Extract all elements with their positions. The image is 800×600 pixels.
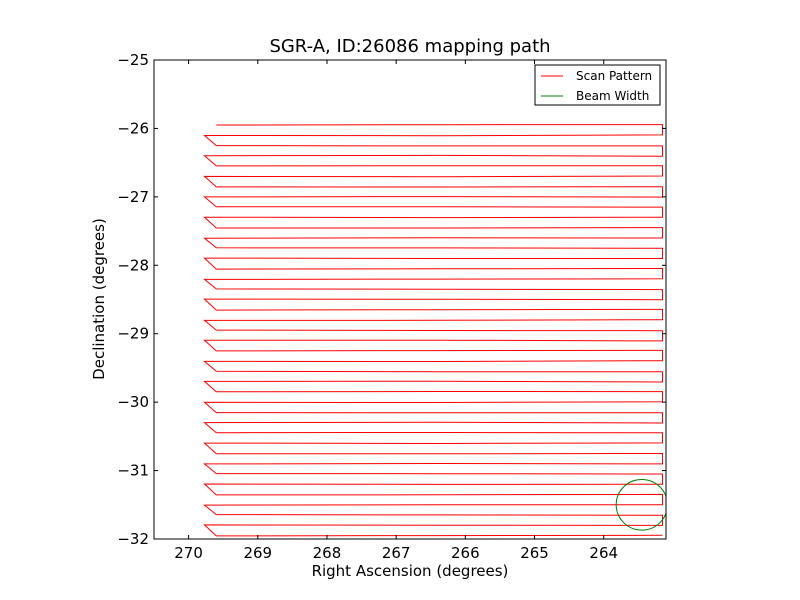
y-tick-label: −25 <box>117 51 149 69</box>
axes-frame <box>153 59 667 540</box>
plot-area <box>203 124 666 537</box>
y-tick-label: −30 <box>117 393 149 411</box>
y-tick-label: −31 <box>117 462 149 480</box>
x-tick-label: 265 <box>520 544 549 562</box>
x-tick-label: 266 <box>451 544 480 562</box>
legend: Scan Pattern Beam Width <box>534 64 661 106</box>
x-tick-label: 264 <box>589 544 618 562</box>
y-tick-label: −32 <box>117 530 149 548</box>
y-tick-label: −27 <box>117 188 149 206</box>
x-axis-label: Right Ascension (degrees) <box>312 562 509 580</box>
legend-label-beam-width: Beam Width <box>576 89 649 103</box>
x-tick-label: 269 <box>243 544 272 562</box>
chart-title: SGR-A, ID:26086 mapping path <box>269 36 550 57</box>
y-tick-label: −29 <box>117 325 149 343</box>
y-tick-label: −26 <box>117 119 149 137</box>
x-tick-label: 267 <box>382 544 411 562</box>
y-tick-label: −28 <box>117 256 149 274</box>
y-axis-label: Declination (degrees) <box>90 218 108 380</box>
beam-width-circle <box>615 478 666 531</box>
axis-ticks: 270 269 268 267 266 265 264 −25 −26 −27 −28 −29 −30 −… <box>117 51 666 562</box>
legend-box <box>534 64 661 106</box>
legend-label-scan-pattern: Scan Pattern <box>576 69 652 83</box>
x-tick-label: 270 <box>174 544 203 562</box>
scan-pattern-line <box>203 124 663 537</box>
x-tick-label: 268 <box>313 544 342 562</box>
